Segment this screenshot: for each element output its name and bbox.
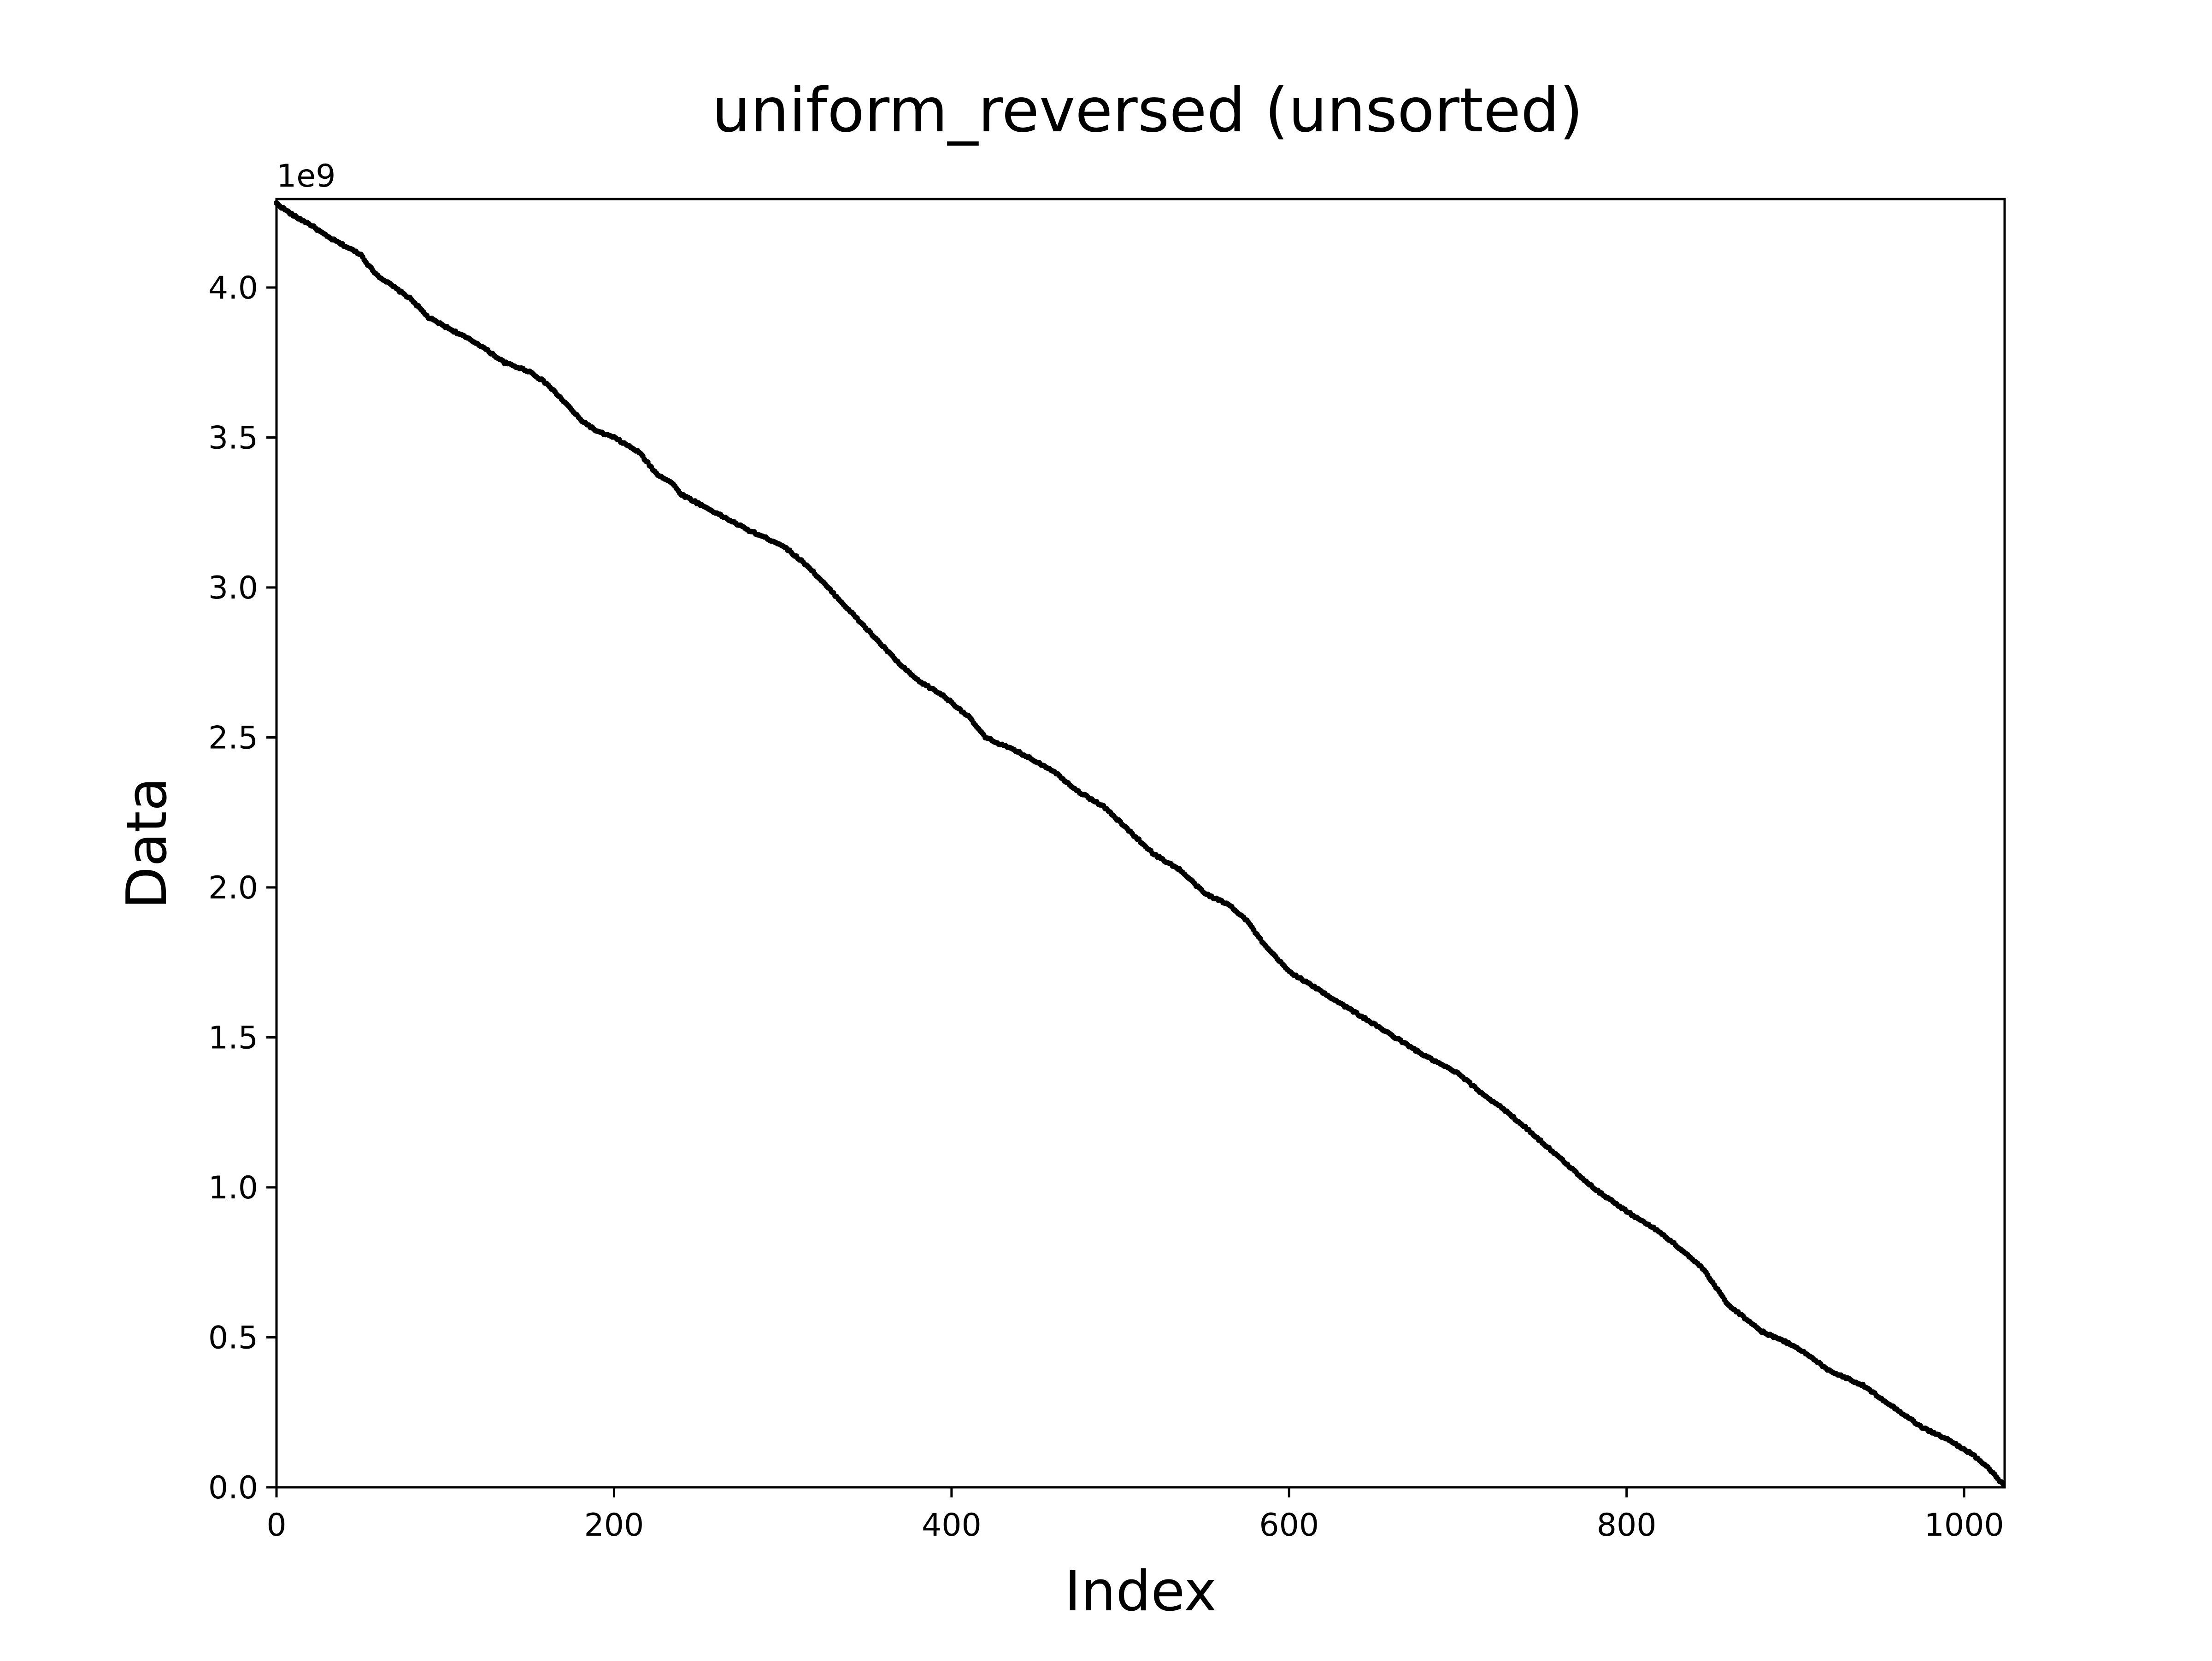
x-tick-label: 800 bbox=[1597, 1507, 1657, 1544]
y-tick-label: 1.5 bbox=[208, 1020, 258, 1056]
plot-frame bbox=[275, 198, 2006, 1489]
y-tick-label: 3.0 bbox=[208, 570, 258, 606]
y-tick-label: 0.5 bbox=[208, 1320, 258, 1356]
x-tick-label: 400 bbox=[922, 1507, 982, 1544]
y-tick-label: 0.0 bbox=[208, 1470, 258, 1506]
x-axis-label: Index bbox=[1065, 1560, 1217, 1624]
y-tick-label: 4.0 bbox=[208, 270, 258, 306]
y-tick-label: 3.5 bbox=[208, 420, 258, 457]
y-axis-offset-label: 1e9 bbox=[276, 158, 335, 194]
x-tick-label: 600 bbox=[1259, 1507, 1319, 1544]
points-layer bbox=[274, 200, 2006, 1486]
y-axis-ticks: 0.0 0.5 1.0 1.5 2.0 2.5 3.0 3.5 4.0 bbox=[208, 270, 276, 1506]
y-tick-label: 2.5 bbox=[208, 720, 258, 757]
x-tick-label: 1000 bbox=[1924, 1507, 2004, 1544]
y-tick-label: 2.0 bbox=[208, 870, 258, 906]
x-tick-label: 200 bbox=[584, 1507, 644, 1544]
y-axis-label: Data bbox=[115, 777, 179, 910]
y-tick-label: 1.0 bbox=[208, 1170, 258, 1206]
x-tick-label: 0 bbox=[266, 1507, 286, 1544]
x-axis-ticks: 0 200 400 600 800 1000 bbox=[266, 1487, 2004, 1544]
chart-title: uniform_reversed (unsorted) bbox=[712, 75, 1583, 146]
